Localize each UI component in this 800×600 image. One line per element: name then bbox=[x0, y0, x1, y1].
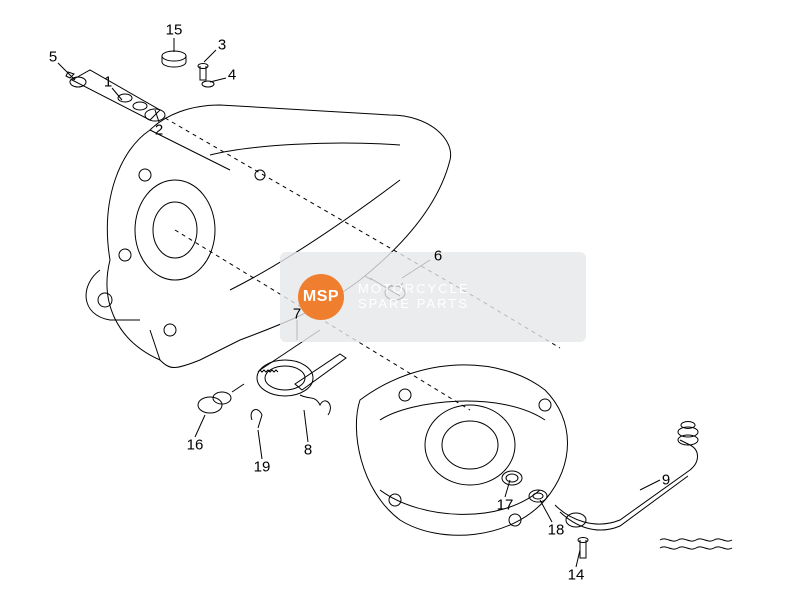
watermark-line1: MOTORCYCLE bbox=[358, 282, 470, 297]
callout-16: 16 bbox=[187, 437, 204, 454]
diagram-canvas: MSP MOTORCYCLE SPARE PARTS 5 1 15 34 2 6 7 16 19… bbox=[0, 0, 800, 600]
callout-5: 5 bbox=[49, 49, 57, 66]
transmission-cover bbox=[356, 365, 567, 535]
callout-17: 17 bbox=[497, 497, 514, 514]
callout-3: 3 bbox=[218, 37, 226, 54]
starter-motor bbox=[66, 51, 214, 121]
watermark: MSP MOTORCYCLE SPARE PARTS bbox=[280, 252, 586, 342]
callout-18: 18 bbox=[548, 522, 565, 539]
callout-4: 4 bbox=[228, 67, 236, 84]
callout-7: 7 bbox=[293, 306, 301, 323]
callout-15: 15 bbox=[166, 22, 183, 39]
callout-14: 14 bbox=[568, 567, 585, 584]
callout-2: 2 bbox=[155, 122, 163, 139]
part-16-19 bbox=[198, 384, 262, 428]
shaft-gear-7 bbox=[257, 330, 346, 415]
callout-9: 9 bbox=[662, 472, 670, 489]
callout-6: 6 bbox=[434, 248, 442, 265]
kick-lever bbox=[555, 422, 732, 559]
callout-8: 8 bbox=[304, 442, 312, 459]
watermark-text: MOTORCYCLE SPARE PARTS bbox=[358, 282, 470, 312]
watermark-logo: MSP bbox=[298, 274, 344, 320]
callout-19: 19 bbox=[254, 459, 271, 476]
callout-1: 1 bbox=[104, 74, 112, 91]
watermark-line2: SPARE PARTS bbox=[358, 297, 470, 312]
